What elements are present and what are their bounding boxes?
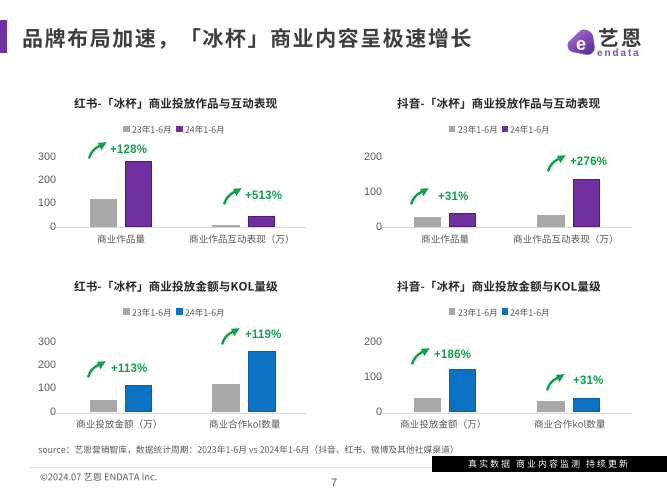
svg-text:e: e: [576, 34, 586, 54]
